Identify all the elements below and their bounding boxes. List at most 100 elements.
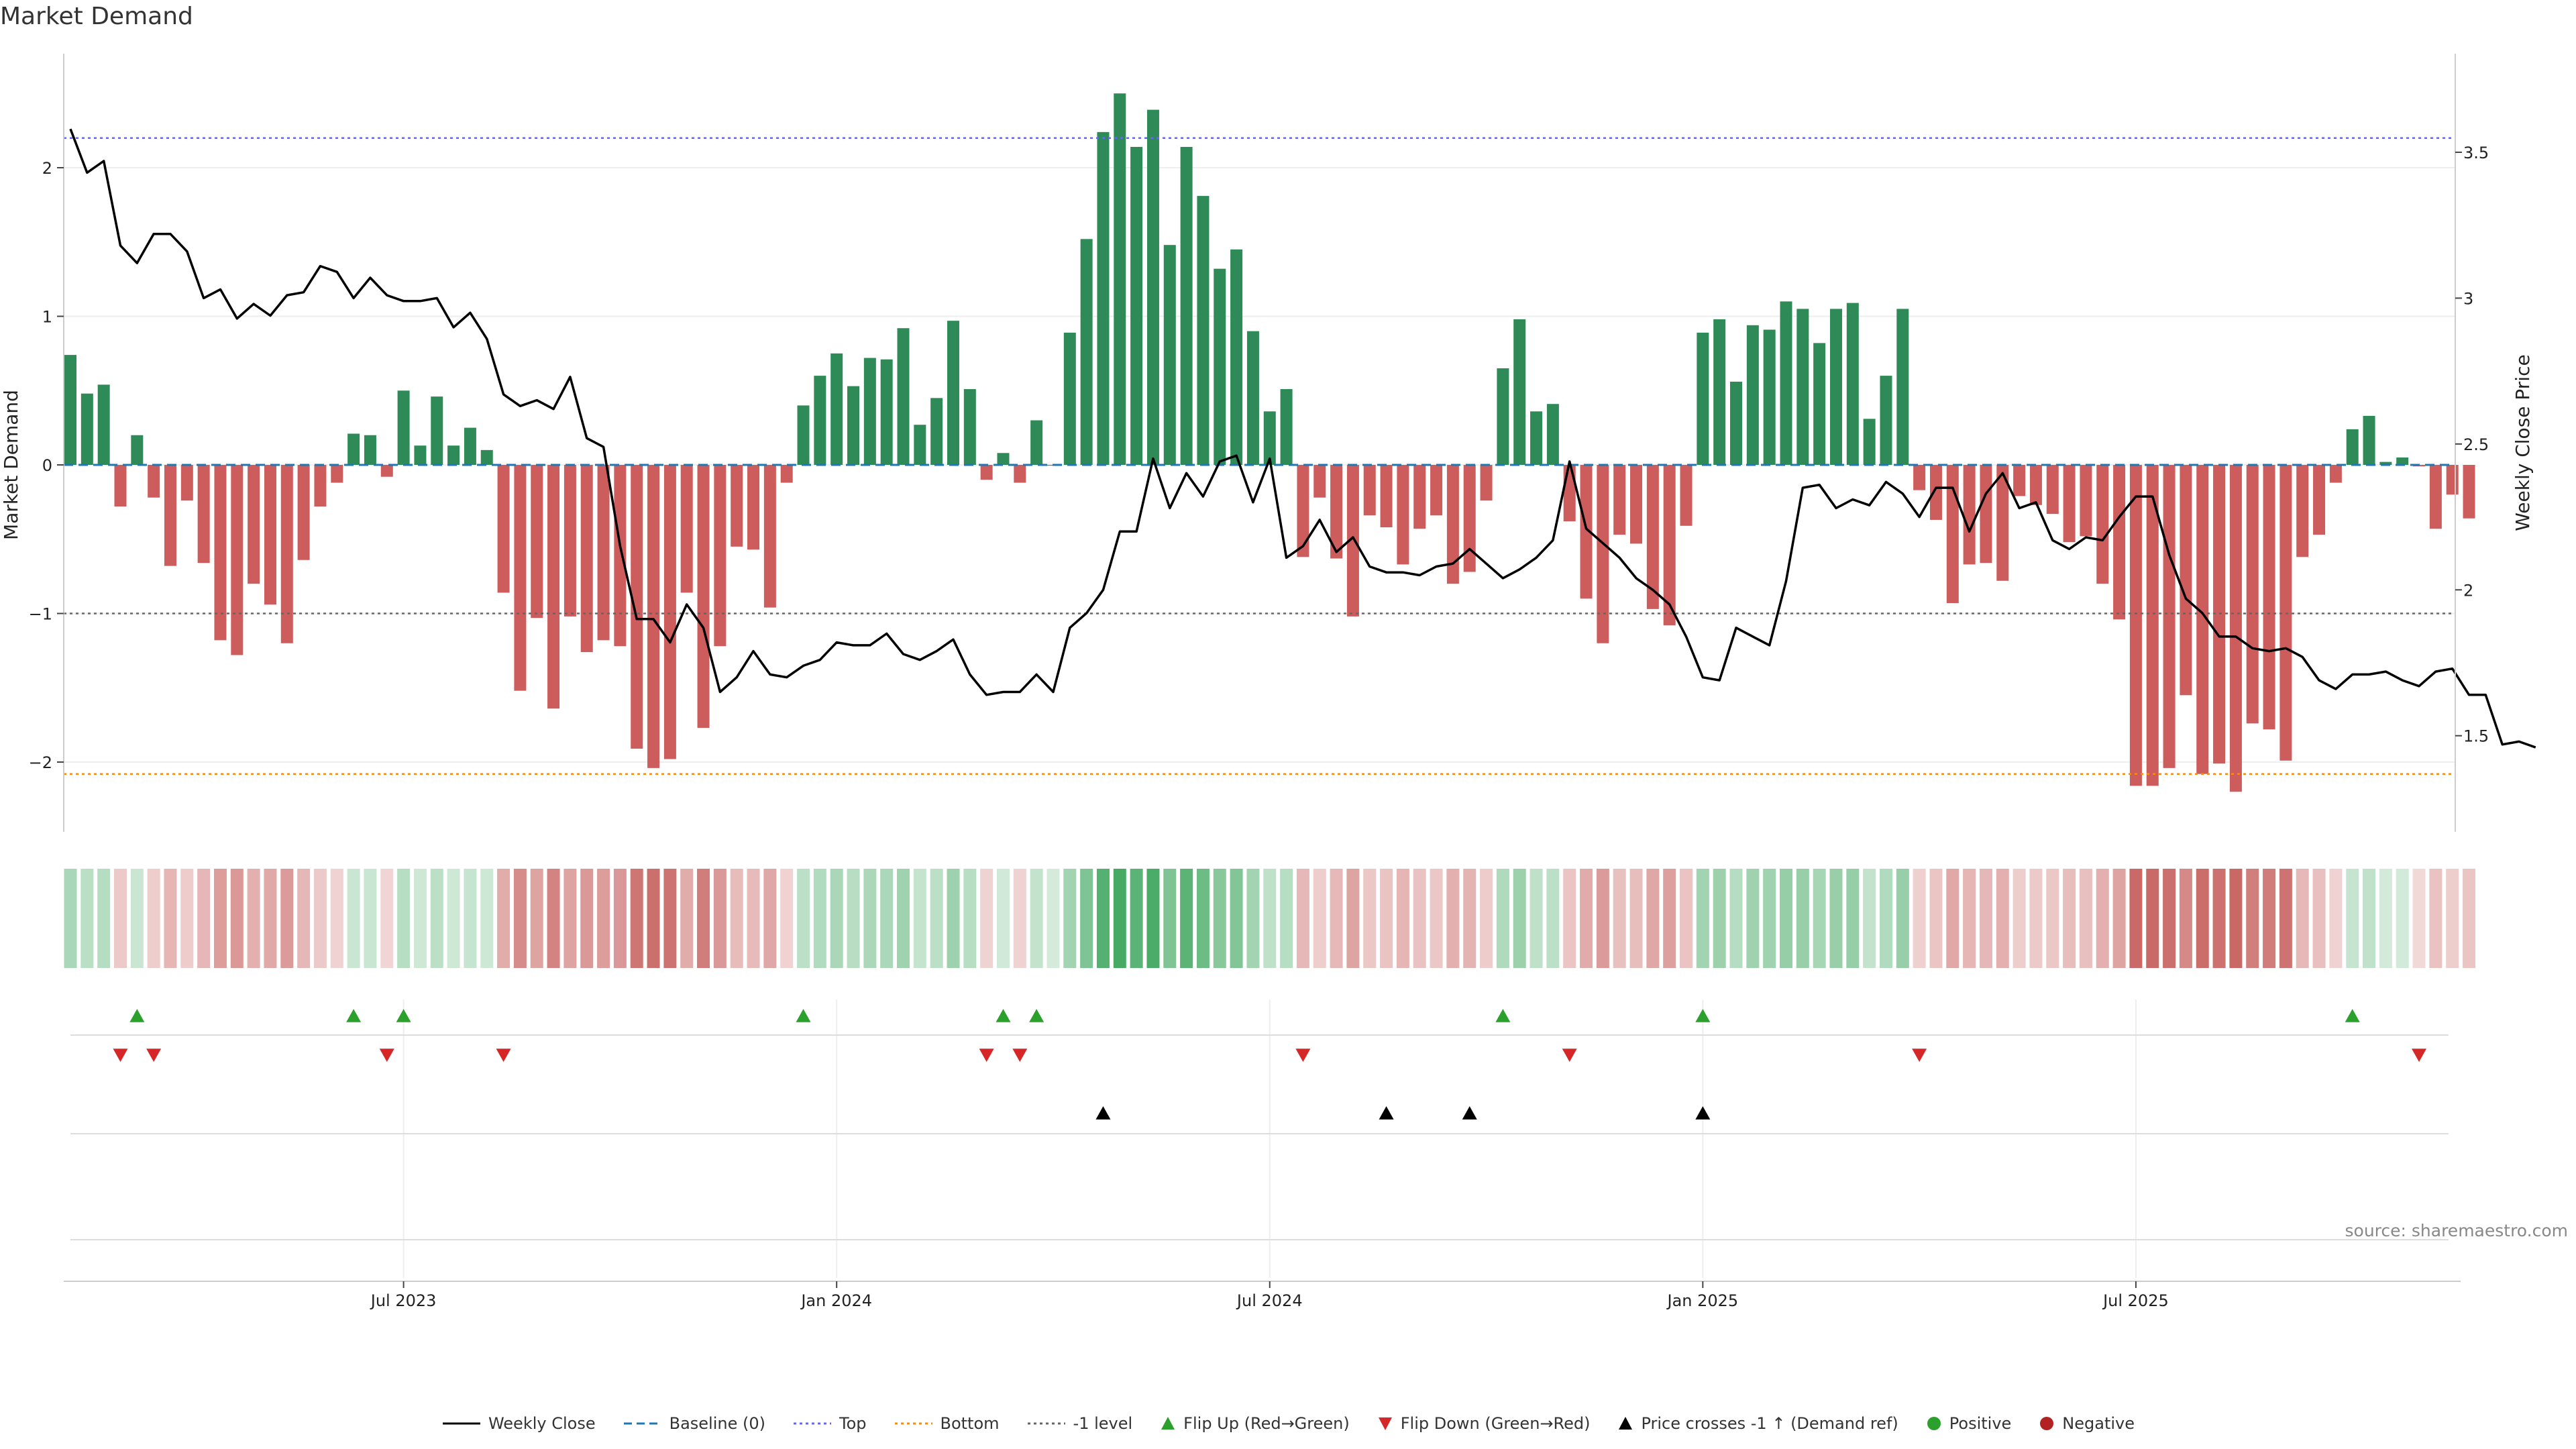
legend-swatch bbox=[1927, 1417, 1941, 1430]
demand-strip-cell bbox=[2079, 869, 2092, 968]
demand-bar bbox=[1613, 465, 1626, 535]
legend-swatch bbox=[894, 1422, 932, 1425]
demand-strip-cell bbox=[1046, 869, 1060, 968]
demand-bar bbox=[314, 465, 327, 507]
legend-swatch bbox=[794, 1422, 831, 1425]
demand-strip-cell bbox=[747, 869, 760, 968]
demand-strip-cell bbox=[230, 869, 244, 968]
demand-strip-cell bbox=[1580, 869, 1593, 968]
demand-bar bbox=[2029, 465, 2042, 505]
legend-swatch bbox=[1027, 1422, 1065, 1425]
demand-bar bbox=[1597, 465, 1609, 643]
demand-strip-cell bbox=[97, 869, 111, 968]
demand-strip-cell bbox=[1430, 869, 1443, 968]
demand-bar bbox=[248, 465, 260, 584]
x-tick-label: Jan 2024 bbox=[800, 1291, 872, 1310]
demand-bar bbox=[847, 386, 860, 465]
demand-strip-cell bbox=[564, 869, 577, 968]
demand-strip-cell bbox=[830, 869, 843, 968]
demand-strip-cell bbox=[2396, 869, 2409, 968]
demand-strip-cell bbox=[897, 869, 910, 968]
demand-bar bbox=[2246, 465, 2259, 724]
demand-strip-cell bbox=[1796, 869, 1809, 968]
legend-label: Price crosses -1 ↑ (Demand ref) bbox=[1641, 1414, 1898, 1433]
demand-bar bbox=[2229, 465, 2242, 792]
chart-legend: Weekly Close Baseline (0) Top Bottom -1 leve… bbox=[0, 1414, 2576, 1436]
demand-strip-cell bbox=[2163, 869, 2176, 968]
demand-bar bbox=[464, 427, 476, 465]
demand-strip-cell bbox=[1663, 869, 1676, 968]
demand-strip-cell bbox=[397, 869, 411, 968]
demand-strip-cell bbox=[513, 869, 527, 968]
demand-bar bbox=[1929, 465, 1942, 520]
demand-bar bbox=[1363, 465, 1376, 516]
demand-bar bbox=[1246, 331, 1259, 465]
demand-strip-cell bbox=[380, 869, 394, 968]
demand-strip-cell bbox=[1946, 869, 1960, 968]
demand-bar bbox=[547, 465, 560, 709]
demand-bar bbox=[1397, 465, 1409, 565]
flip-up-marker bbox=[129, 1009, 145, 1022]
legend-swatch bbox=[1161, 1417, 1175, 1430]
demand-strip-cell bbox=[113, 869, 127, 968]
flip-up-marker bbox=[996, 1009, 1011, 1022]
demand-strip-cell bbox=[1230, 869, 1243, 968]
legend-label: Positive bbox=[1949, 1414, 2012, 1433]
demand-strip-cell bbox=[1529, 869, 1543, 968]
y-tick-label: 2 bbox=[42, 159, 52, 178]
y-tick-label: −2 bbox=[29, 753, 52, 772]
demand-strip-cell bbox=[1113, 869, 1126, 968]
demand-strip-cell bbox=[530, 869, 543, 968]
flip-down-marker bbox=[1562, 1049, 1577, 1062]
flip-down-marker bbox=[379, 1049, 394, 1062]
demand-strip-cell bbox=[480, 869, 494, 968]
y2-tick-label: 1.5 bbox=[2463, 727, 2489, 746]
demand-strip-cell bbox=[164, 869, 177, 968]
source-note: source: sharemaestro.com bbox=[2345, 1221, 2569, 1240]
demand-bar bbox=[814, 376, 826, 465]
legend-symbol bbox=[1927, 1417, 1941, 1430]
demand-bar bbox=[2346, 429, 2359, 465]
demand-bar bbox=[1180, 146, 1193, 466]
demand-bar bbox=[763, 465, 776, 608]
demand-bar bbox=[380, 465, 393, 477]
demand-strip-cell bbox=[730, 869, 743, 968]
legend-symbol bbox=[2040, 1417, 2054, 1430]
demand-strip-cell bbox=[1513, 869, 1526, 968]
demand-bar bbox=[2196, 465, 2209, 774]
demand-strip-cell bbox=[1330, 869, 1343, 968]
demand-bar bbox=[447, 445, 460, 465]
demand-bar bbox=[1346, 465, 1359, 616]
demand-strip-cell bbox=[1696, 869, 1709, 968]
demand-strip-cell bbox=[980, 869, 994, 968]
demand-bar bbox=[1563, 465, 1576, 522]
demand-bar bbox=[1114, 93, 1126, 465]
demand-bar bbox=[180, 465, 193, 501]
legend-swatch bbox=[442, 1422, 480, 1425]
x-tick-label: Jul 2023 bbox=[370, 1291, 437, 1310]
demand-bar bbox=[564, 465, 576, 616]
flip-up-marker bbox=[796, 1009, 811, 1022]
demand-strip-cell bbox=[2429, 869, 2443, 968]
legend-item: Negative bbox=[2038, 1414, 2135, 1433]
demand-strip-cell bbox=[64, 869, 77, 968]
demand-strip-cell bbox=[1463, 869, 1477, 968]
demand-bar bbox=[1746, 325, 1759, 465]
demand-strip-cell bbox=[1413, 869, 1426, 968]
demand-bar bbox=[830, 353, 843, 465]
demand-strip-cell bbox=[713, 869, 727, 968]
flip-down-marker bbox=[1295, 1049, 1311, 1062]
demand-bar bbox=[597, 465, 610, 641]
demand-strip-cell bbox=[1496, 869, 1509, 968]
demand-bar bbox=[680, 465, 693, 593]
demand-bar bbox=[2180, 465, 2192, 696]
demand-bar bbox=[747, 465, 760, 550]
legend-item: Bottom bbox=[894, 1414, 1000, 1433]
demand-strip-cell bbox=[313, 869, 327, 968]
demand-strip-cell bbox=[2229, 869, 2243, 968]
demand-strip-cell bbox=[1629, 869, 1643, 968]
demand-bar bbox=[2429, 465, 2442, 529]
demand-bar bbox=[1313, 465, 1326, 498]
demand-bar bbox=[1080, 239, 1093, 465]
demand-strip-cell bbox=[1896, 869, 1909, 968]
